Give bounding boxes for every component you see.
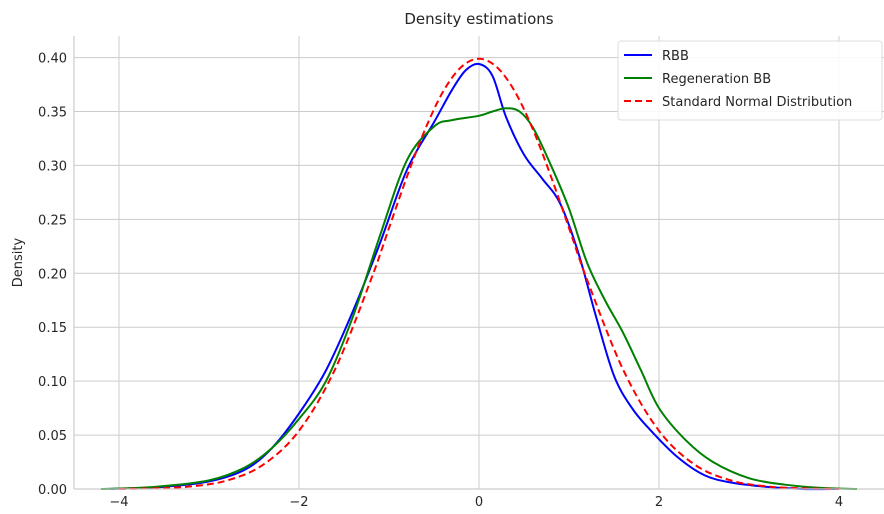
y-tick-labels: 0.00 0.05 0.10 0.15 0.20 0.25 0.30 0.35 0.40 bbox=[38, 52, 67, 498]
x-tick-label: −2 bbox=[289, 495, 308, 510]
grid bbox=[74, 36, 884, 490]
x-tick-label: 4 bbox=[835, 495, 843, 510]
axes-frame bbox=[73, 36, 884, 490]
y-tick-label: 0.15 bbox=[38, 321, 67, 336]
x-tick-labels: −4 −2 0 2 4 bbox=[109, 495, 843, 510]
legend-box bbox=[617, 40, 883, 121]
y-tick-label: 0.30 bbox=[38, 159, 67, 174]
x-tick-label: −4 bbox=[109, 495, 128, 510]
series-line-3 bbox=[118, 57, 840, 490]
y-tick-label: 0.40 bbox=[38, 52, 67, 67]
y-tick-label: 0.10 bbox=[38, 375, 67, 390]
chart-title: Density estimations bbox=[404, 10, 553, 28]
y-axis-label: Density bbox=[11, 237, 26, 287]
series-line-1 bbox=[109, 62, 840, 491]
legend-label: RBB bbox=[662, 49, 689, 64]
y-tick-label: 0.35 bbox=[38, 106, 67, 121]
legend-label: Standard Normal Distribution bbox=[662, 95, 852, 110]
y-tick-label: 0.00 bbox=[38, 483, 67, 498]
series-line-2 bbox=[100, 107, 858, 490]
x-tick-label: 0 bbox=[475, 495, 483, 510]
legend-label: Regeneration BB bbox=[662, 72, 771, 87]
y-tick-label: 0.20 bbox=[38, 267, 67, 282]
x-tick-label: 2 bbox=[655, 495, 663, 510]
y-tick-label: 0.05 bbox=[38, 429, 67, 444]
legend: RBB Regeneration BB Standard Normal Distri… bbox=[617, 40, 883, 121]
series-layer bbox=[100, 57, 858, 491]
y-tick-label: 0.25 bbox=[38, 213, 67, 228]
